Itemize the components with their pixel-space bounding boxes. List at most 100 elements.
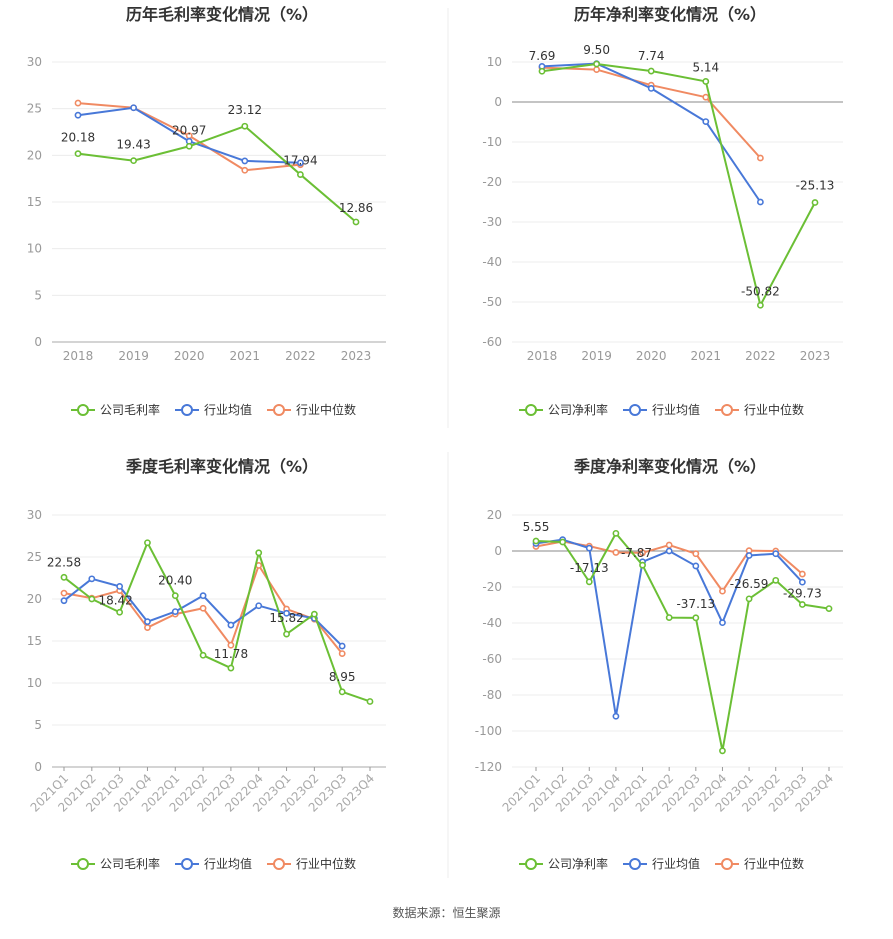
data-point xyxy=(639,561,646,569)
legend-label: 行业均值 xyxy=(652,402,700,417)
legend-label: 公司净利率 xyxy=(548,402,608,417)
data-point xyxy=(593,66,600,73)
data-label: 5.14 xyxy=(692,60,719,74)
series-line-1 xyxy=(63,541,371,703)
data-point xyxy=(144,539,151,547)
data-point xyxy=(144,618,151,626)
y-tick-label: -100 xyxy=(475,724,502,738)
y-tick-label: 10 xyxy=(487,55,502,69)
data-point xyxy=(798,570,806,578)
y-tick-label: -60 xyxy=(482,652,502,666)
legend-marker xyxy=(629,404,641,416)
data-point xyxy=(171,592,179,600)
data-point xyxy=(199,651,207,659)
data-point xyxy=(745,552,753,559)
y-tick-label: 25 xyxy=(27,102,42,116)
legend-label: 公司毛利率 xyxy=(100,402,160,417)
y-tick-label: -30 xyxy=(482,215,502,229)
data-label: 15.82 xyxy=(269,611,303,625)
data-point xyxy=(612,712,620,720)
x-tick-label: 2021 xyxy=(230,349,261,363)
chart-3: 季度毛利率变化情况（%）0510152025302021Q12021Q22021… xyxy=(27,457,386,871)
chart-title: 历年毛利率变化情况（%） xyxy=(126,5,318,24)
legend-marker xyxy=(525,858,537,870)
data-point xyxy=(593,60,600,68)
data-point xyxy=(702,78,710,85)
y-tick-label: 20 xyxy=(27,592,42,606)
data-point xyxy=(366,698,374,705)
data-point xyxy=(88,575,96,583)
legend-label: 行业均值 xyxy=(204,856,252,871)
data-point xyxy=(130,157,137,165)
y-tick-label: 30 xyxy=(27,55,42,69)
data-point xyxy=(338,650,346,657)
legend-marker xyxy=(525,404,537,416)
legend-label: 公司净利率 xyxy=(548,856,608,871)
y-tick-label: 5 xyxy=(34,288,42,302)
series-line-1 xyxy=(77,125,357,223)
data-point xyxy=(559,538,567,546)
x-tick-label: 2019 xyxy=(118,349,149,363)
data-label: -25.13 xyxy=(796,179,835,193)
y-tick-label: 10 xyxy=(27,676,42,690)
data-label: -26.59 xyxy=(730,577,769,591)
data-point xyxy=(60,573,68,581)
legend-marker xyxy=(273,858,285,870)
x-tick-label: 2018 xyxy=(63,349,94,363)
legend-marker xyxy=(273,404,285,416)
data-point xyxy=(60,597,68,605)
data-point xyxy=(130,104,137,112)
data-point xyxy=(825,605,833,612)
data-point xyxy=(612,549,620,556)
data-label: 23.12 xyxy=(228,103,262,117)
data-point xyxy=(532,537,540,545)
data-point xyxy=(116,608,124,616)
data-point xyxy=(719,747,726,755)
legend-label: 行业中位数 xyxy=(744,856,804,871)
data-label: -29.73 xyxy=(783,587,822,601)
data-point xyxy=(692,550,700,558)
data-label: 9.50 xyxy=(583,43,610,57)
x-tick-label: 2023 xyxy=(800,349,831,363)
series-line-1 xyxy=(541,63,816,307)
data-label: 5.55 xyxy=(523,520,550,534)
data-point xyxy=(255,549,263,557)
data-label: 7.69 xyxy=(529,49,556,63)
data-point xyxy=(612,529,620,537)
data-label: -37.13 xyxy=(676,597,715,611)
data-point xyxy=(665,547,673,555)
legend-label: 行业中位数 xyxy=(296,402,356,417)
y-tick-label: -20 xyxy=(482,175,502,189)
data-point xyxy=(772,576,780,584)
data-point xyxy=(74,99,82,107)
data-point xyxy=(757,301,764,309)
legend-marker xyxy=(721,404,733,416)
legend-label: 公司毛利率 xyxy=(100,856,160,871)
chart-1: 历年毛利率变化情况（%） 0 5 10 15 20 25 30 2018 2019 2020 2021… xyxy=(27,5,386,417)
data-label: 19.43 xyxy=(116,138,150,152)
y-tick-label: -20 xyxy=(482,580,502,594)
data-point xyxy=(811,199,819,206)
data-point xyxy=(74,150,82,158)
series-line-3 xyxy=(541,66,762,159)
data-point xyxy=(185,142,193,150)
y-tick-label: 30 xyxy=(27,508,42,522)
data-point xyxy=(241,166,249,174)
legend-marker xyxy=(181,858,193,870)
data-point xyxy=(692,562,700,570)
y-tick-label: 20 xyxy=(487,508,502,522)
data-point xyxy=(665,541,673,549)
data-point xyxy=(199,604,207,612)
data-point xyxy=(199,592,207,600)
data-label: 18.42 xyxy=(98,593,132,607)
data-point xyxy=(719,619,726,627)
y-tick-label: 0 xyxy=(34,335,42,349)
x-tick-label: 2020 xyxy=(174,349,205,363)
data-point xyxy=(639,549,646,557)
data-label: -7.87 xyxy=(621,546,652,560)
data-point xyxy=(585,544,593,552)
data-point xyxy=(665,614,673,621)
x-tick-label: 2023 xyxy=(341,349,372,363)
data-point xyxy=(352,218,360,226)
